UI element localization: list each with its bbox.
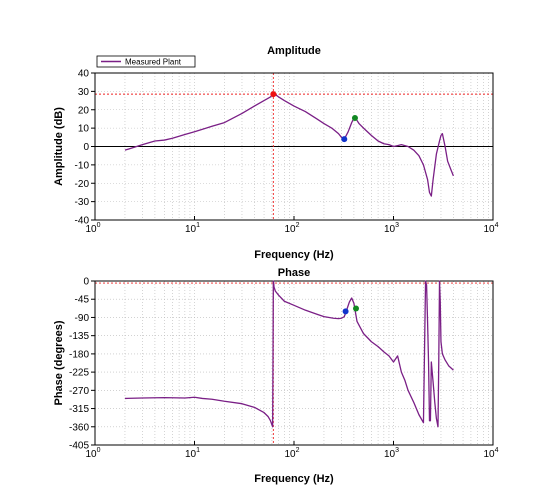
legend-box: [96, 55, 196, 68]
data-marker: [342, 308, 349, 315]
y-tick-label: -135: [69, 331, 89, 342]
y-tick-label: -20: [75, 179, 90, 190]
x-tick-label: 103: [384, 447, 399, 460]
x-tick-label: 100: [85, 222, 100, 235]
y-tick-label: -270: [69, 386, 89, 397]
series-line-measured-plant: [124, 280, 454, 428]
y-tick-label: -360: [69, 422, 89, 433]
y-tick-label: 0: [83, 277, 89, 288]
y-tick-label: 30: [78, 87, 90, 98]
chart-panel-amplitude: 100 101 102 103 104403020100-10-20-30-40Ampl…: [53, 45, 499, 261]
x-tick-label: 100: [85, 447, 100, 460]
y-tick-label: -10: [75, 160, 90, 171]
y-tick-label: -405: [69, 441, 89, 452]
x-tick-label: 102: [284, 447, 299, 460]
x-axis-label: Frequency (Hz): [254, 249, 334, 261]
y-axis-label: Amplitude (dB): [53, 107, 65, 186]
y-tick-label: 10: [78, 124, 90, 135]
y-axis-label: Phase (degrees): [53, 320, 65, 405]
x-tick-label: 103: [384, 222, 399, 235]
chart-title: Amplitude: [267, 45, 321, 57]
x-tick-label: 104: [483, 222, 498, 235]
y-tick-label: 0: [83, 142, 89, 153]
y-tick-label: -40: [75, 216, 90, 227]
y-tick-label: -45: [75, 295, 90, 306]
data-marker: [351, 115, 358, 122]
grid: [94, 280, 493, 446]
data-marker: [270, 91, 277, 98]
x-tick-label: 102: [284, 222, 299, 235]
y-tick-label: -180: [69, 349, 89, 360]
x-tick-label: 101: [185, 222, 200, 235]
data-marker: [341, 136, 348, 143]
x-tick-label: 101: [185, 447, 200, 460]
y-tick-label: -30: [75, 197, 90, 208]
data-marker: [353, 305, 360, 312]
chart-panel-phase: 100 101 102 103 104 0 -45 -90 -135 -180 -225 -270 -3…: [53, 267, 499, 485]
legend: Measured Plant: [96, 55, 196, 68]
y-tick-label: -315: [69, 404, 89, 415]
y-tick-label: 40: [78, 69, 90, 80]
x-tick-label: 104: [483, 447, 498, 460]
chart-title: Phase: [278, 267, 310, 279]
y-tick-label: -90: [75, 313, 90, 324]
legend-label: Measured Plant: [125, 58, 182, 67]
x-axis-label: Frequency (Hz): [254, 473, 334, 485]
y-tick-label: 20: [78, 105, 90, 116]
y-tick-label: -225: [69, 368, 89, 379]
